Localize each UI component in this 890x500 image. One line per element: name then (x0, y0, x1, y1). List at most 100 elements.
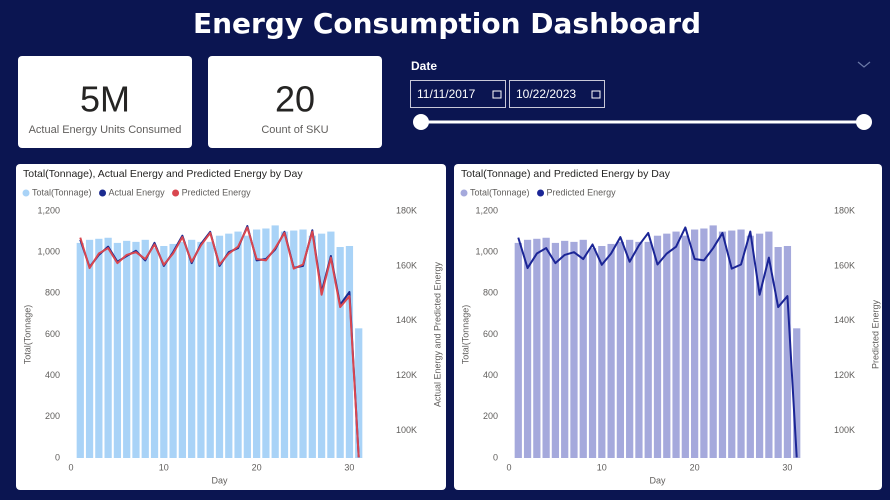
y-tick-label: 1,000 (475, 247, 498, 257)
bar (141, 239, 149, 458)
bar (765, 231, 773, 458)
y-tick-label: 0 (55, 452, 60, 462)
bar (542, 237, 550, 458)
bar (327, 231, 335, 458)
bar (132, 241, 140, 458)
bar (746, 235, 754, 458)
legend-marker (22, 189, 30, 197)
bar (616, 241, 624, 458)
kpi-label: Count of SKU (261, 124, 328, 136)
date-label: Date (411, 59, 437, 73)
bar (308, 235, 316, 458)
line (517, 226, 798, 458)
bar (681, 235, 689, 458)
kpi-value: 5M (80, 79, 130, 120)
bar (225, 233, 233, 458)
slider-handle[interactable] (856, 114, 872, 130)
bar (113, 242, 122, 458)
bar (755, 233, 764, 458)
y-tick-label: 400 (45, 370, 60, 380)
bar (253, 229, 261, 458)
y-tick-label: 600 (483, 329, 498, 339)
bar (523, 239, 532, 458)
start-date-box[interactable] (410, 80, 506, 108)
y2-tick-label: 180K (396, 205, 417, 215)
bar (280, 231, 289, 458)
y2-tick-label: 160K (396, 260, 417, 270)
bar (271, 225, 279, 458)
y-tick-label: 1,200 (475, 205, 498, 215)
bar (188, 239, 196, 458)
y2-axis-title: Predicted Energy (870, 299, 880, 369)
bar (345, 245, 354, 458)
bar (737, 229, 745, 458)
bar (653, 235, 662, 458)
bar (290, 230, 298, 458)
kpi-label: Actual Energy Units Consumed (29, 124, 182, 136)
y2-tick-label: 100K (834, 425, 855, 435)
bar (514, 242, 522, 458)
calendar-icon[interactable] (492, 90, 502, 99)
bar (197, 241, 205, 458)
x-tick-label: 30 (344, 462, 354, 472)
y2-tick-label: 120K (396, 370, 417, 380)
y-tick-label: 1,000 (37, 247, 60, 257)
x-axis-title: Day (211, 475, 228, 485)
y2-tick-label: 180K (834, 205, 855, 215)
dashboard-title: Energy Consumption Dashboard (193, 7, 701, 40)
bar (774, 247, 782, 458)
bar (700, 228, 708, 458)
y2-tick-label: 120K (834, 370, 855, 380)
bar (533, 238, 541, 458)
bar (336, 247, 344, 458)
bar (206, 241, 214, 458)
bar (123, 240, 131, 458)
x-tick-label: 20 (252, 462, 262, 472)
end-date: 10/22/2023 (516, 87, 576, 101)
x-tick-label: 20 (690, 462, 700, 472)
bar (579, 239, 587, 458)
bar (215, 235, 224, 458)
y2-tick-label: 140K (834, 315, 855, 325)
y-tick-label: 800 (483, 288, 498, 298)
bar (76, 242, 84, 458)
bar (299, 229, 307, 458)
kpi-card (18, 56, 192, 148)
bar (561, 240, 569, 458)
legend-label: Predicted Energy (182, 187, 252, 197)
bar (672, 231, 680, 458)
calendar-icon[interactable] (591, 90, 601, 99)
bar (588, 248, 597, 458)
bar (570, 241, 578, 458)
x-tick-label: 10 (597, 462, 607, 472)
slider-handle[interactable] (413, 114, 429, 130)
bar (150, 248, 159, 458)
bar (104, 237, 112, 458)
kpi-value: 20 (275, 79, 315, 120)
legend-label: Total(Tonnage) (470, 187, 530, 197)
x-tick-label: 30 (782, 462, 792, 472)
legend-marker (537, 189, 545, 197)
legend-marker (172, 189, 180, 197)
start-date: 11/11/2017 (417, 87, 476, 101)
bar (95, 238, 103, 458)
x-axis-title: Day (649, 475, 666, 485)
y-tick-label: 800 (45, 288, 60, 298)
y2-tick-label: 100K (396, 425, 417, 435)
y2-tick-label: 140K (396, 315, 417, 325)
bar (551, 242, 560, 458)
y-tick-label: 0 (493, 452, 498, 462)
legend-label: Actual Energy (109, 187, 166, 197)
bar (160, 245, 168, 458)
end-date-box[interactable] (509, 80, 605, 108)
collapse-chevron[interactable] (857, 61, 871, 68)
bar (317, 233, 326, 458)
bar (85, 239, 94, 458)
y-tick-label: 1,200 (37, 205, 60, 215)
y2-tick-label: 160K (834, 260, 855, 270)
x-tick-label: 0 (68, 462, 73, 472)
legend-label: Total(Tonnage) (32, 187, 92, 197)
bar (635, 241, 643, 458)
bar (169, 243, 177, 458)
